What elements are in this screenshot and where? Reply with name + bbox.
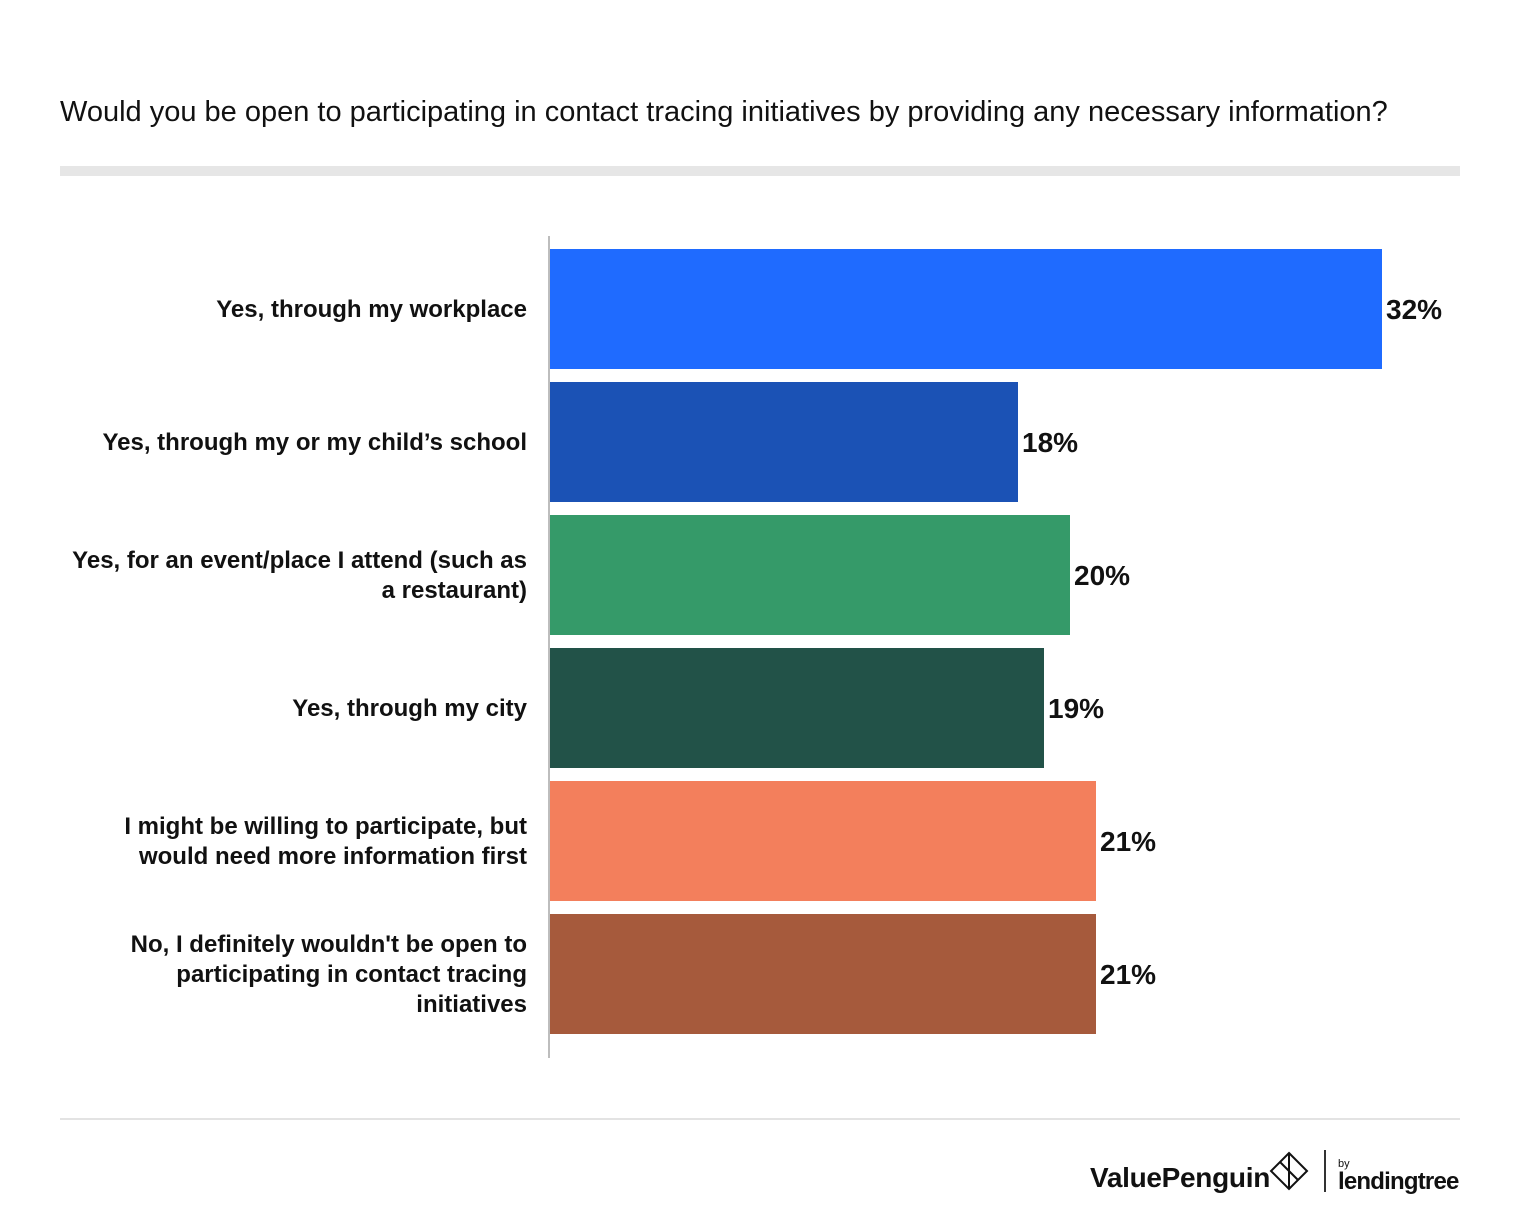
category-label-line: a restaurant) bbox=[382, 577, 527, 604]
brand-footer: ValuePenguin by lendingtree bbox=[1088, 1148, 1468, 1198]
footer-divider bbox=[60, 1118, 1460, 1120]
category-label-line: participating in contact tracing bbox=[176, 961, 527, 988]
category-label-line: I might be willing to participate, but bbox=[124, 813, 527, 840]
value-label-4: 19% bbox=[1048, 693, 1104, 724]
brand-separator bbox=[1324, 1150, 1326, 1192]
bar-6 bbox=[550, 914, 1096, 1034]
bar-5 bbox=[550, 781, 1096, 901]
category-label-5: I might be willing to participate, but wo… bbox=[124, 813, 527, 870]
category-label-2: Yes, through my or my child’s school bbox=[102, 429, 527, 456]
chart-title: Would you be open to participating in co… bbox=[60, 96, 1388, 128]
bar-2 bbox=[550, 382, 1018, 502]
value-label-6: 21% bbox=[1100, 959, 1156, 990]
value-label-2: 18% bbox=[1022, 427, 1078, 458]
value-label-3: 20% bbox=[1074, 560, 1130, 591]
category-label-line: Yes, through my or my child’s school bbox=[102, 429, 527, 456]
category-label-line: Yes, through my city bbox=[292, 695, 527, 722]
category-label-6: No, I definitely wouldn't be open to part… bbox=[131, 931, 527, 1018]
lendingtree-logo-text: lendingtree bbox=[1338, 1168, 1459, 1195]
value-label-5: 21% bbox=[1100, 826, 1156, 857]
value-label-1: 32% bbox=[1386, 294, 1442, 325]
bar-4 bbox=[550, 648, 1044, 768]
category-label-line: would need more information first bbox=[138, 843, 527, 870]
category-label-line: No, I definitely wouldn't be open to bbox=[131, 931, 527, 958]
valuepenguin-diamond-icon bbox=[1269, 1151, 1309, 1191]
valuepenguin-logo-text: ValuePenguin bbox=[1090, 1162, 1270, 1193]
title-divider bbox=[60, 166, 1460, 176]
category-label-1: Yes, through my workplace bbox=[216, 296, 527, 323]
brand-by-label: by bbox=[1338, 1158, 1350, 1170]
bars-group: 32% Yes, through my workplace 18% Yes, thro… bbox=[72, 249, 1442, 1034]
category-label-line: initiatives bbox=[416, 991, 527, 1018]
category-label-3: Yes, for an event/place I attend (such a… bbox=[72, 547, 527, 604]
category-label-line: Yes, through my workplace bbox=[216, 296, 527, 323]
bar-3 bbox=[550, 515, 1070, 635]
category-label-line: Yes, for an event/place I attend (such a… bbox=[72, 547, 527, 574]
category-label-4: Yes, through my city bbox=[292, 695, 527, 722]
bar-1 bbox=[550, 249, 1382, 369]
